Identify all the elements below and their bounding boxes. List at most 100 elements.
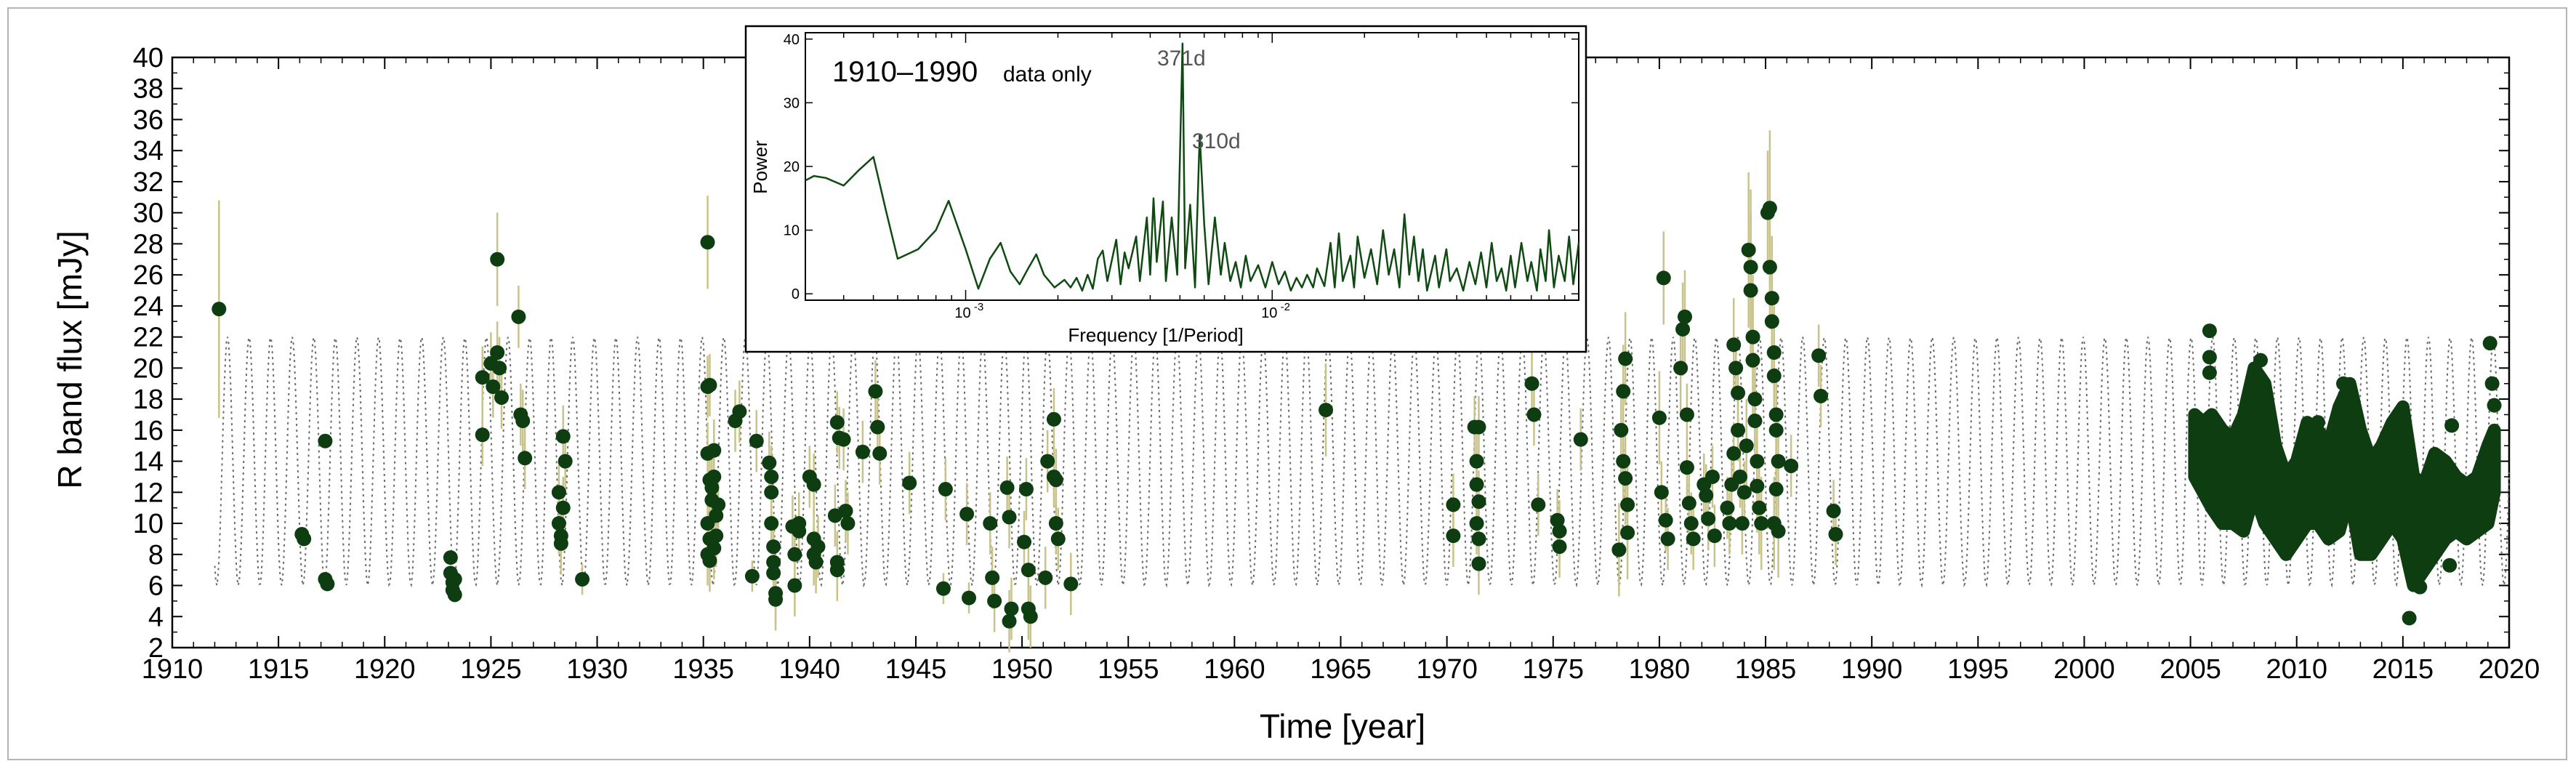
data-point [551,485,566,500]
data-point [2310,415,2325,430]
x-tick-label: 2000 [2053,654,2115,685]
data-point [985,570,1000,585]
data-point [555,429,571,444]
data-point [1739,438,1754,454]
x-tick-label: 1965 [1310,654,1372,685]
data-point [511,309,526,324]
data-point [1021,563,1036,578]
data-point [709,528,724,544]
data-point [962,590,977,605]
data-point [2442,557,2458,573]
data-point [2253,353,2269,368]
x-tick-label: 2020 [2479,654,2540,685]
data-point [2444,418,2460,433]
data-point [1658,512,1673,528]
data-point [1018,482,1034,497]
data-point [1469,454,1484,469]
data-point [1046,411,1061,427]
data-point [1679,460,1694,475]
data-point [1616,384,1631,399]
data-point [1754,516,1769,531]
data-point [1699,488,1714,503]
data-point [762,455,777,470]
data-point [707,443,722,458]
data-point [2202,323,2217,339]
y-tick-label: 10 [133,509,164,539]
figure-frame [7,7,2567,760]
data-point [518,451,533,466]
inset-y-tick-label: 20 [784,159,800,175]
data-point [1768,407,1784,422]
data-point [810,539,826,555]
data-point [711,497,726,512]
data-point [443,550,458,565]
data-point [1814,388,1829,403]
y-tick-label: 28 [133,229,164,259]
inset-y-axis-title: Power [749,140,771,194]
x-tick-label: 1985 [1735,654,1797,685]
data-point [855,444,870,459]
data-point [787,578,802,593]
data-point [2202,365,2217,380]
data-point [792,523,807,539]
x-axis-title: Time [year] [1260,707,1425,745]
data-point [1524,376,1539,391]
data-point [551,516,566,531]
data-point [1620,497,1635,512]
y-tick-label: 40 [133,43,164,73]
x-tick-label: 1955 [1098,654,1159,685]
data-point [1731,422,1746,438]
data-point [700,235,715,250]
data-point [1726,337,1742,353]
inset-y-tick-label: 10 [784,223,800,239]
data-point [1752,500,1767,515]
data-point [702,553,717,568]
data-point [1750,454,1765,469]
data-point [1048,516,1063,531]
data-point [1573,432,1588,447]
x-tick-label: 1915 [248,654,310,685]
data-point [999,480,1015,495]
data-point [1766,345,1782,360]
data-point [492,361,507,376]
data-point [870,419,885,435]
x-tick-label: 1950 [991,654,1053,685]
data-point [959,507,975,522]
x-tick-label: 2005 [2160,654,2221,685]
y-tick-label: 22 [133,323,164,353]
data-point [555,500,571,515]
data-point [1552,523,1567,539]
data-point [1762,201,1777,216]
data-point [1616,454,1631,469]
data-point [1745,329,1760,345]
data-point [515,414,531,429]
data-point [494,390,510,405]
inset-plot-area: 0 10 20 30 40 10 -3 10 -2 [784,32,1580,321]
data-point [983,516,998,531]
data-point [1004,601,1019,616]
inset-subtitle: data only [1003,63,1092,86]
data-point [1764,291,1779,306]
annotation-310d: 310d [1192,129,1241,153]
data-point [1550,512,1565,528]
y-tick-label: 24 [133,291,164,322]
data-point [1732,469,1747,484]
data-point [768,592,784,607]
x-tick-label: 1945 [885,654,947,685]
data-point [806,477,821,492]
data-point [1654,485,1669,500]
data-point [318,433,333,448]
data-point [1704,469,1720,484]
data-point [1762,259,1777,275]
data-point [486,379,501,395]
y-tick-label: 32 [133,167,164,198]
x-tick-label: 1970 [1416,654,1478,685]
data-point [1707,528,1722,544]
data-point [1750,478,1765,494]
y-tick-label: 4 [148,602,164,632]
data-point [902,475,917,491]
data-point [1811,348,1827,363]
data-point [1038,570,1053,585]
data-point [2202,350,2217,365]
data-point [766,539,781,555]
